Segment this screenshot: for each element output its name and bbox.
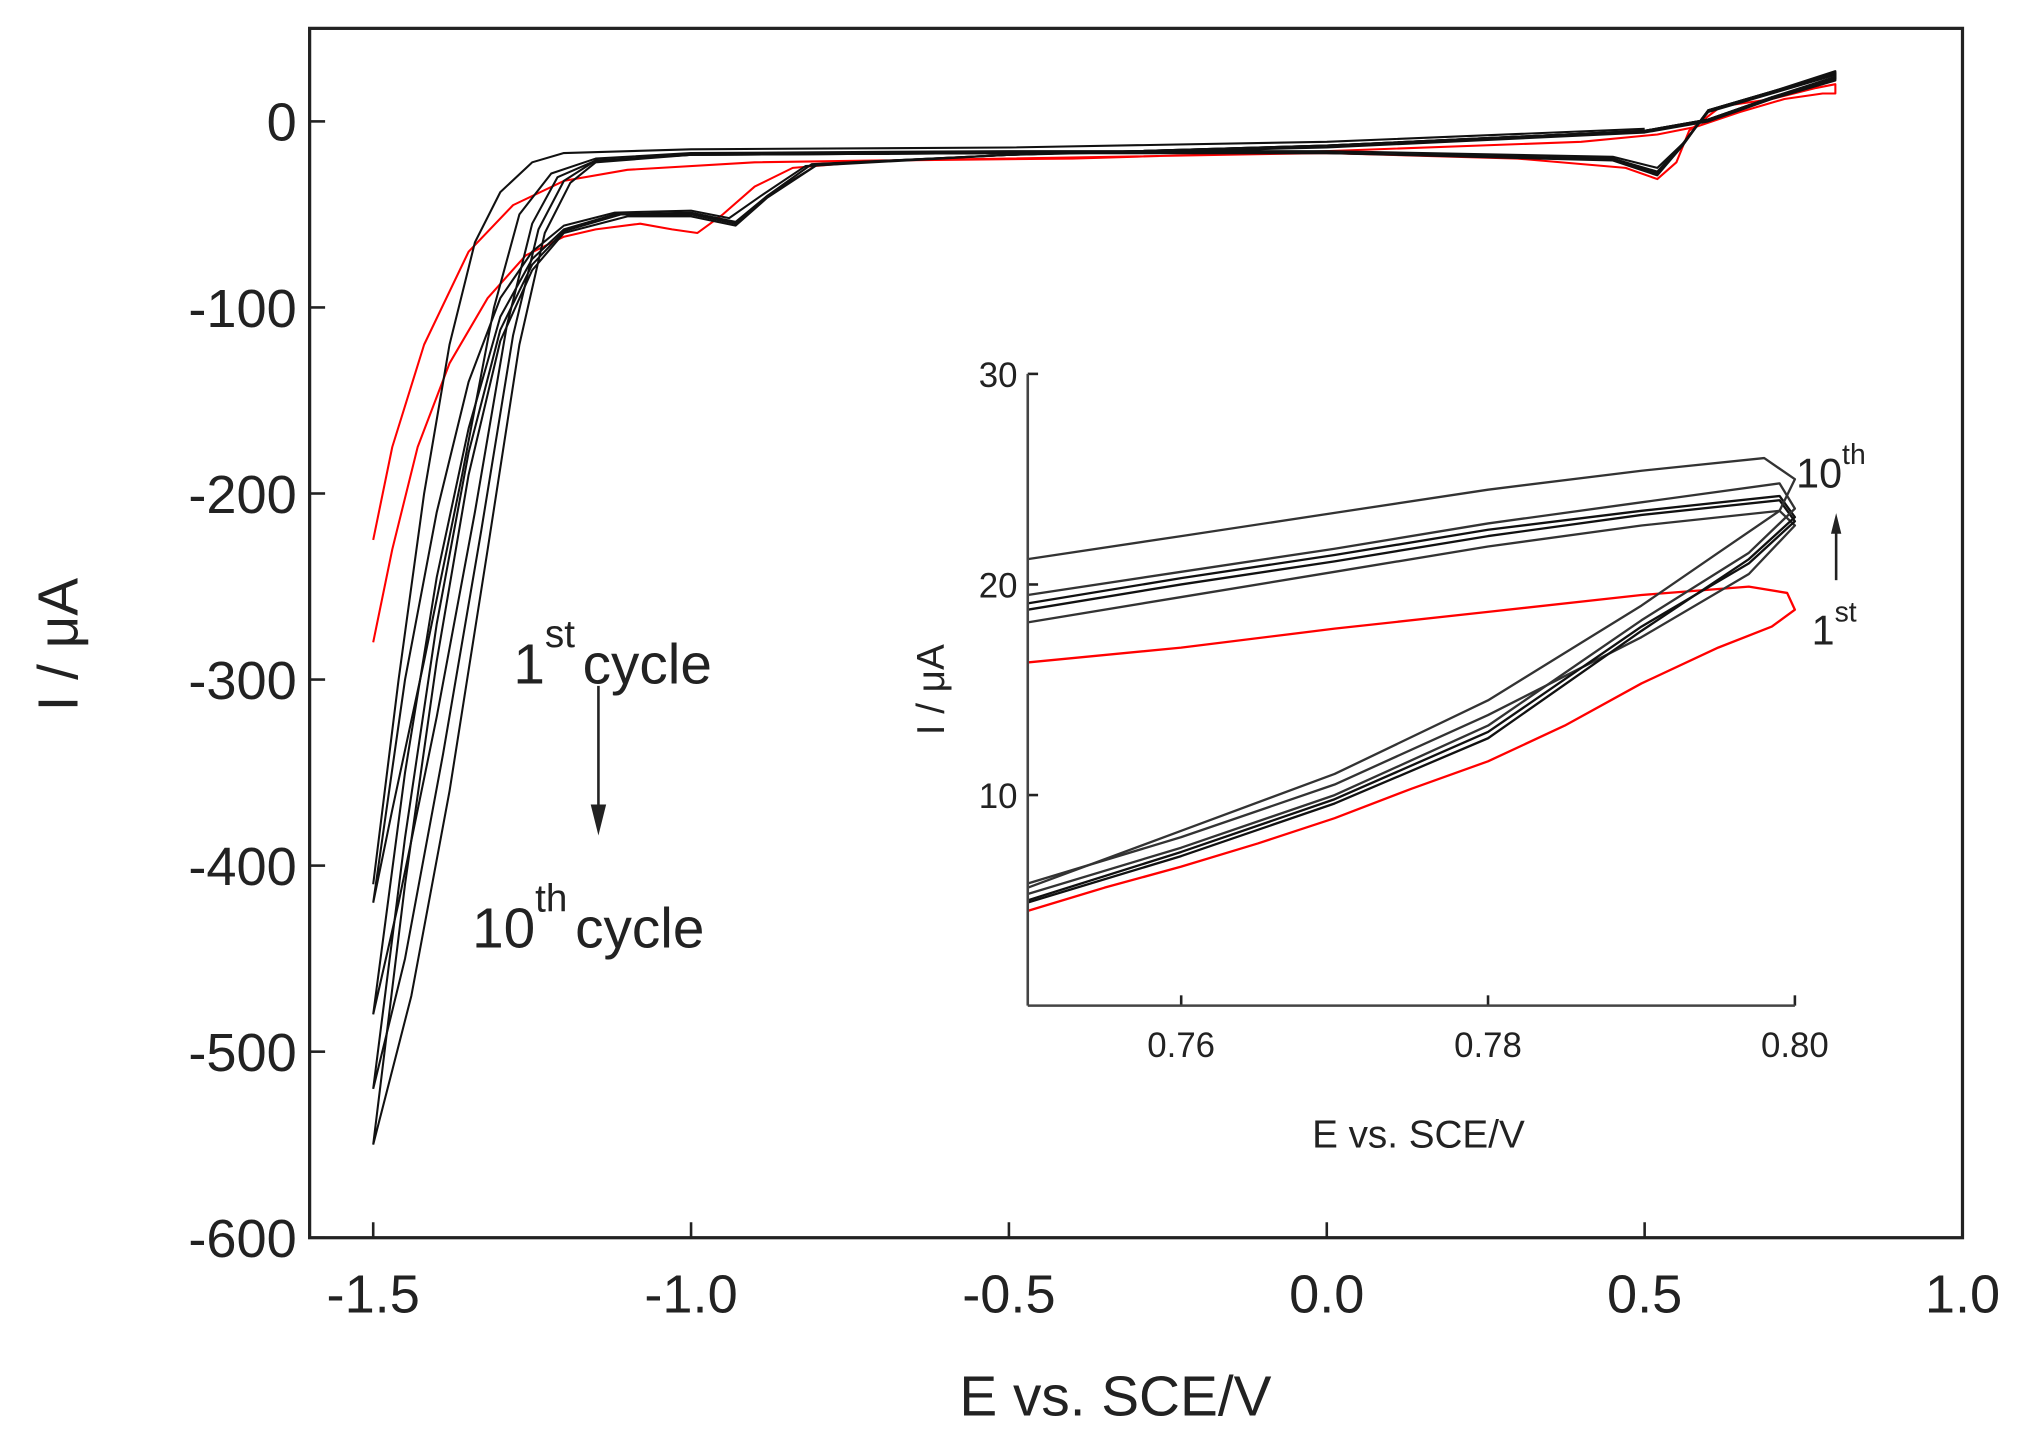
- inset-series-cycle-8: [1027, 482, 1797, 896]
- main-x-tick-label: 1.0: [1925, 1264, 2000, 1324]
- inset-x-tick-label: 0.78: [1454, 1026, 1522, 1065]
- inset-ticks: 0.76 0.78 0.80 10 20 30: [979, 356, 1829, 1065]
- main-x-tick-label: 0.5: [1607, 1264, 1682, 1324]
- first-num: 1: [513, 633, 545, 696]
- main-x-tick-label: -0.5: [962, 1264, 1055, 1324]
- first-word: cycle: [583, 633, 712, 696]
- main-y-tick-label: -600: [188, 1209, 296, 1269]
- x-axis-label: E vs. SCE/V: [959, 1366, 1271, 1429]
- svg-text:10th: 10th: [1796, 439, 1866, 496]
- inset-annotation-arrow-up: [1830, 513, 1842, 581]
- main-series-cycle-10: [372, 70, 1837, 1145]
- main-x-tick-label: 0.0: [1289, 1264, 1364, 1324]
- main-y-tick-label: -500: [188, 1023, 296, 1083]
- tenth-sup: th: [535, 878, 567, 921]
- inset-series-cycle-1: [1027, 585, 1797, 912]
- main-x-tick-label: -1.0: [644, 1264, 737, 1324]
- annotation-first-cycle: 1st cycle: [513, 613, 712, 696]
- inset-x-tick-label: 0.80: [1761, 1026, 1829, 1065]
- main-plot-frame: [308, 26, 1965, 1240]
- main-y-tick-label: -400: [188, 837, 296, 897]
- inset-y-tick-label: 20: [979, 566, 1018, 605]
- tenth-num: 10: [472, 898, 535, 961]
- inset-y-tick-label: 10: [979, 777, 1018, 816]
- main-y-tick-label: -100: [188, 279, 296, 339]
- svg-text:1st: 1st: [1812, 596, 1857, 653]
- tenth-word: cycle: [575, 898, 704, 961]
- inset-curves: [1027, 456, 1797, 912]
- inset-series-cycle-10: [1027, 456, 1797, 889]
- main-series-cycle-2: [372, 73, 1837, 903]
- inset-annotation-first: 1st: [1812, 596, 1857, 653]
- inset-x-axis-label: E vs. SCE/V: [1312, 1113, 1525, 1156]
- inset-series-cycle-6: [1027, 494, 1797, 904]
- main-series-cycle-outer: [372, 127, 1645, 885]
- inset-y-tick-label: 30: [979, 356, 1018, 395]
- main-series-cycle-4: [372, 71, 1837, 1015]
- annotation-tenth-cycle: 10th cycle: [472, 878, 704, 961]
- inset-y-axis-label: I / μA: [910, 644, 953, 735]
- main-series-cycle-7: [372, 71, 1837, 1090]
- inset-series-cycle-2: [1027, 509, 1797, 885]
- main-ticks: -1.5 -1.0 -0.5 0.0 0.5 1.0 0 -100 -200 -300 -400 -5…: [188, 93, 2000, 1325]
- first-sup: st: [545, 613, 575, 656]
- main-x-tick-label: -1.5: [327, 1264, 420, 1324]
- y-axis-label: I / μA: [28, 578, 91, 712]
- main-series-cycle-1: [372, 83, 1837, 643]
- inset-annotation-tenth: 10th: [1796, 439, 1866, 496]
- main-y-tick-label: 0: [267, 93, 297, 153]
- main-y-tick-label: -200: [188, 465, 296, 525]
- main-curves: [372, 70, 1837, 1145]
- main-y-tick-label: -300: [188, 651, 296, 711]
- annotation-arrow-down: [590, 685, 607, 836]
- inset-x-tick-label: 0.76: [1147, 1026, 1215, 1065]
- inset-series-cycle-4: [1027, 499, 1797, 902]
